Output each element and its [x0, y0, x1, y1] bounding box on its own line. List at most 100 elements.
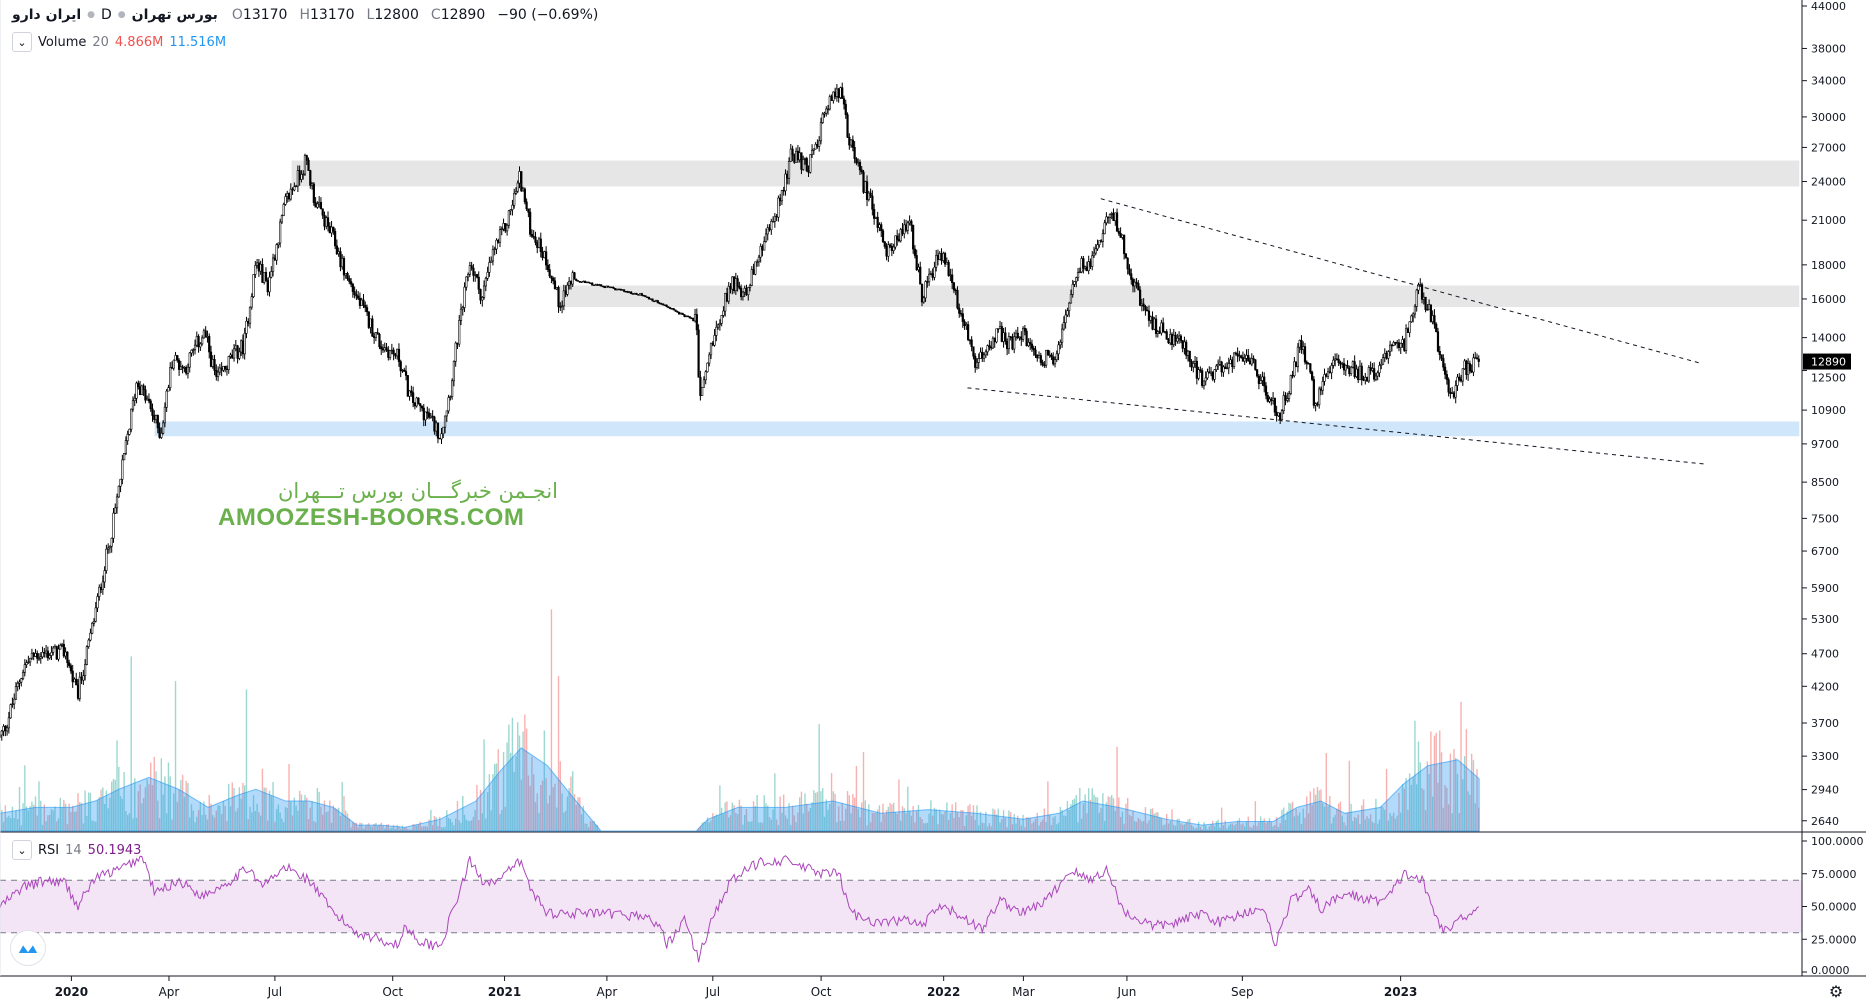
candle-body	[594, 284, 597, 286]
candle-body	[1133, 281, 1136, 287]
volume-bar	[811, 802, 813, 831]
candle-body	[1286, 398, 1289, 401]
volume-bar	[1217, 819, 1219, 831]
settings-gear-icon[interactable]: ⚙	[1828, 981, 1844, 1001]
candle-body	[1392, 342, 1395, 346]
volume-bar	[235, 811, 237, 831]
volume-bar	[1364, 819, 1366, 831]
candle-body	[862, 171, 865, 193]
volume-bar	[726, 801, 728, 831]
volume-bar	[1219, 827, 1221, 831]
volume-bar	[868, 804, 870, 831]
volume-bar	[13, 817, 15, 831]
candle-body	[1151, 316, 1154, 330]
volume-bar	[424, 826, 427, 831]
candle-body	[27, 661, 30, 664]
volume-bar	[52, 810, 54, 831]
candle-body	[1215, 365, 1218, 370]
candle-body	[1422, 296, 1425, 300]
candle-body	[351, 283, 354, 292]
candle-body	[197, 336, 200, 348]
candle-body	[623, 289, 626, 292]
volume-bar	[183, 796, 186, 831]
volume-bar	[939, 809, 941, 831]
candle-body	[1232, 352, 1236, 367]
volume-bar	[1213, 826, 1216, 831]
price-tick-label: 30000	[1811, 111, 1846, 124]
candle-body	[234, 345, 237, 350]
volume-bar	[1380, 805, 1382, 831]
candle-body	[277, 242, 280, 245]
high-label: H	[299, 7, 310, 23]
volume-bar	[903, 808, 905, 831]
volume-bar	[1093, 794, 1095, 831]
volume-bar	[1095, 796, 1097, 831]
candle-body	[128, 428, 131, 435]
volume-bar	[1329, 796, 1331, 831]
volume-bar	[1419, 762, 1421, 831]
volume-bar	[316, 788, 319, 831]
volume-bar	[1148, 820, 1150, 831]
candle-body	[309, 170, 312, 186]
candle-body	[780, 190, 784, 202]
candle-body	[541, 251, 544, 258]
volume-bar	[481, 813, 483, 831]
volume-bar	[719, 785, 721, 831]
candle-body	[206, 336, 209, 338]
symbol-name[interactable]: ایران دارو	[12, 7, 82, 23]
rsi-tick-label: 75.0000	[1811, 868, 1857, 881]
candle-body	[592, 284, 596, 287]
candle-body	[920, 283, 924, 303]
volume-bar	[1181, 824, 1184, 831]
candle-body	[1468, 363, 1471, 371]
candle-body	[1220, 361, 1223, 373]
collapse-rsi-button[interactable]: ⌄	[12, 840, 32, 860]
volume-bar	[180, 780, 182, 831]
price-tick-label: 6700	[1811, 545, 1839, 558]
time-tick-label: Mar	[1012, 985, 1035, 999]
candle-body	[766, 227, 769, 235]
rsi-tick-label: 25.0000	[1811, 933, 1857, 946]
volume-bar	[573, 794, 576, 831]
candle-body	[381, 348, 385, 351]
candle-body	[1252, 358, 1255, 361]
volume-bar	[1256, 826, 1258, 831]
last-price-label: 12890	[1811, 356, 1846, 369]
candle-body	[1068, 302, 1071, 312]
candle-body	[1277, 412, 1280, 417]
candle-body	[539, 238, 542, 253]
volume-bar	[1087, 788, 1090, 831]
collapse-volume-button[interactable]: ⌄	[12, 32, 32, 52]
candle-body	[559, 306, 562, 308]
candle-body	[105, 548, 108, 571]
volume-bar	[552, 787, 554, 831]
volume-bar	[385, 824, 388, 831]
candle-body	[867, 192, 870, 201]
candle-body	[965, 324, 968, 326]
volume-bar	[32, 804, 35, 831]
volume-bar	[45, 821, 47, 831]
interval[interactable]: D	[101, 7, 112, 23]
high-value: 13170	[310, 7, 355, 23]
candle-body	[1289, 375, 1292, 394]
candle-body	[1406, 328, 1409, 333]
volume-bar	[1096, 797, 1099, 831]
candle-body	[699, 376, 702, 396]
volume-bar	[1158, 817, 1161, 831]
candle-body	[576, 280, 580, 282]
tradingview-logo-icon[interactable]	[10, 930, 46, 966]
candle-body	[1218, 361, 1221, 365]
candle-body	[1412, 313, 1415, 317]
candle-body	[943, 253, 947, 265]
volume-bar	[352, 822, 354, 831]
volume-bar	[531, 756, 533, 831]
volume-bar	[802, 813, 804, 831]
candle-body	[1399, 343, 1402, 349]
volume-bar	[557, 676, 560, 831]
candle-body	[52, 647, 55, 653]
volume-bar	[361, 823, 363, 831]
candle-body	[117, 485, 120, 498]
candle-body	[183, 367, 186, 369]
